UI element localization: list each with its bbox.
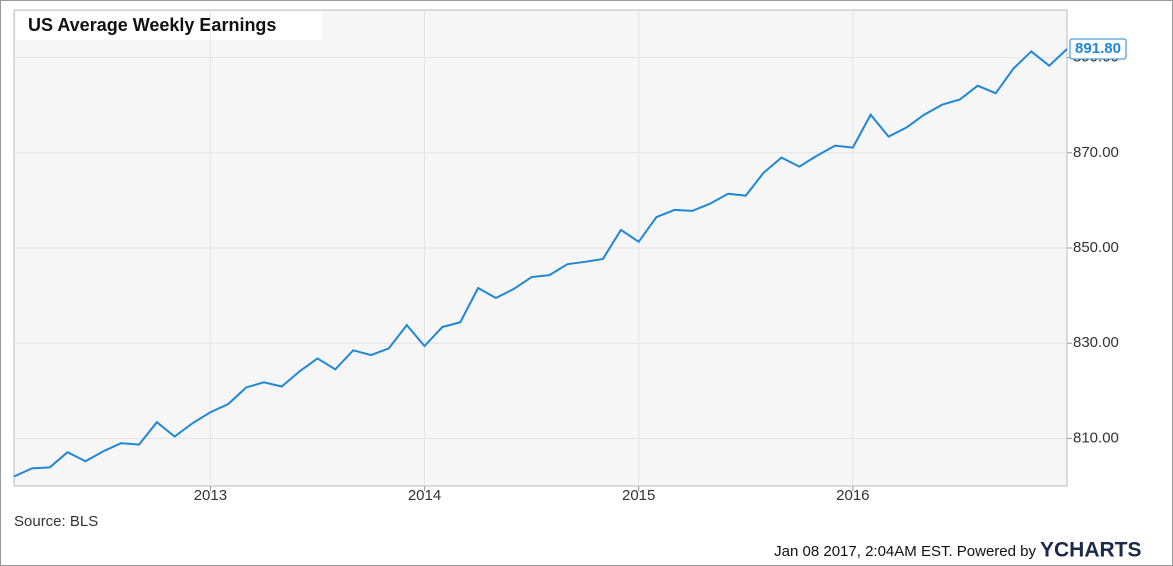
- y-tick-label: 830.00: [1073, 334, 1119, 351]
- y-tick-label: 850.00: [1073, 239, 1119, 256]
- footer: Jan 08 2017, 2:04AM EST. Powered by: [774, 543, 1036, 560]
- x-tick-label: 2013: [194, 487, 227, 504]
- brand: YCHARTS: [1040, 539, 1142, 562]
- y-tick-label: 810.00: [1073, 429, 1119, 446]
- title-box: [16, 12, 322, 40]
- value-label-box: [1069, 38, 1127, 60]
- chart-title: US Average Weekly Earnings: [28, 15, 276, 35]
- value-label: 891.80: [1075, 40, 1121, 57]
- x-tick-label: 2014: [408, 487, 441, 504]
- x-tick-label: 2015: [622, 487, 655, 504]
- y-tick-label: 870.00: [1073, 144, 1119, 161]
- x-tick-label: 2016: [836, 487, 869, 504]
- source: Source: BLS: [14, 513, 98, 530]
- line: [13, 48, 1068, 478]
